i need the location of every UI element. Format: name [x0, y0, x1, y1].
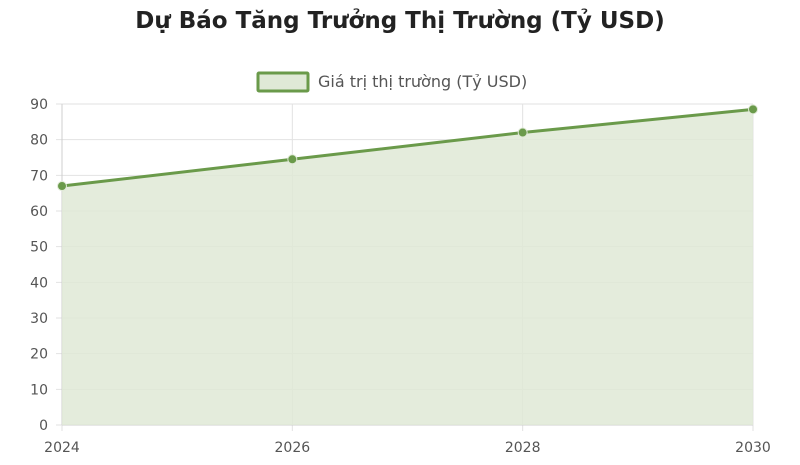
x-tick-label: 2026	[275, 440, 311, 456]
y-axis: 0 10 20 30 40 50 60 70 80 90	[30, 97, 48, 434]
legend[interactable]: Giá trị thị trường (Tỷ USD)	[256, 71, 527, 93]
y-tick-label: 10	[30, 382, 48, 398]
x-tick-label: 2030	[735, 440, 771, 456]
x-axis: 2024 2026 2028 2030	[44, 440, 771, 456]
x-tick-label: 2024	[44, 440, 80, 456]
y-tick-label: 80	[30, 133, 48, 149]
y-tick-label: 50	[30, 240, 48, 256]
legend-swatch	[256, 71, 310, 93]
series-line	[61, 107, 754, 188]
y-tick-label: 70	[30, 168, 48, 184]
y-tick-label: 30	[30, 311, 48, 327]
chart-title: Dự Báo Tăng Trưởng Thị Trường (Tỷ USD)	[135, 8, 665, 34]
data-point[interactable]	[517, 127, 528, 138]
y-tick-label: 60	[30, 204, 48, 220]
data-point[interactable]	[748, 104, 758, 115]
data-point[interactable]	[57, 181, 67, 192]
series-area	[62, 109, 753, 425]
y-tick-label: 0	[39, 418, 48, 434]
series-layer	[57, 104, 758, 425]
y-tick-label: 20	[30, 347, 48, 363]
data-point[interactable]	[287, 154, 298, 165]
legend-label: Giá trị thị trường (Tỷ USD)	[318, 72, 527, 91]
y-tick-label: 90	[30, 97, 48, 113]
x-tick-label: 2028	[505, 440, 541, 456]
y-tick-label: 40	[30, 275, 48, 291]
